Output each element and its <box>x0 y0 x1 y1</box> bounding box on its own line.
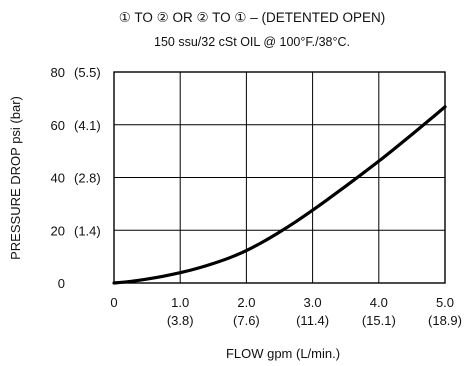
x-tick-label: 4.0 <box>370 295 388 310</box>
chart-subtitle: 150 ssu/32 cSt OIL @ 100°F./38°C. <box>154 35 350 49</box>
x-tick-sublabel: (7.6) <box>233 313 260 328</box>
x-tick-sublabel: (11.4) <box>296 313 329 328</box>
data-point <box>311 209 314 212</box>
x-tick-sublabel: (15.1) <box>362 313 396 328</box>
data-point <box>162 275 165 278</box>
data-point <box>228 256 231 259</box>
y-tick-label: 80 <box>51 65 65 80</box>
y-tick-label: 20 <box>51 223 65 238</box>
data-point <box>427 119 430 122</box>
data-point <box>245 249 248 252</box>
data-point <box>295 220 297 223</box>
data-point <box>377 160 380 163</box>
x-tick-label: 2.0 <box>237 295 255 310</box>
y-tick-label: 60 <box>51 118 65 133</box>
x-tick-sublabel: (18.9) <box>428 313 462 328</box>
data-point <box>344 185 347 188</box>
y-tick-sublabel: (5.5) <box>74 65 101 80</box>
x-tick-label: 1.0 <box>171 295 189 310</box>
data-point <box>113 282 115 284</box>
data-point <box>195 267 198 270</box>
series-layer <box>112 105 447 285</box>
pressure-drop-curve <box>112 105 447 285</box>
data-point <box>129 280 132 283</box>
x-tick-sublabel: (3.8) <box>167 313 194 328</box>
data-point <box>394 147 397 149</box>
y-tick-label: 40 <box>51 171 65 186</box>
chart-title: ① TO ② OR ② TO ① – (DETENTED OPEN) <box>119 10 385 25</box>
data-point <box>361 172 364 175</box>
x-tick-label: 0 <box>110 295 117 310</box>
x-tick-label: 3.0 <box>304 295 322 310</box>
y-tick-label: 0 <box>58 276 65 291</box>
data-point <box>146 278 149 280</box>
x-axis-label: FLOW gpm (L/min.) <box>226 346 340 361</box>
x-tick-label: 5.0 <box>436 295 454 310</box>
data-point <box>278 231 281 233</box>
data-point <box>411 133 413 136</box>
y-tick-sublabel: (4.1) <box>74 118 101 133</box>
y-tick-sublabel: (2.8) <box>74 171 101 186</box>
y-tick-sublabel: (1.4) <box>74 223 101 238</box>
y-axis-label: PRESSURE DROP psi (bar) <box>8 96 23 260</box>
data-point <box>212 262 215 265</box>
plot-frame <box>113 71 446 284</box>
data-point <box>444 105 446 108</box>
tick-labels: 0 1.0 (3.8) 2.0 (7.6) 3.0 (11.4) 4.0 (15.1) 5.0 (1… <box>51 65 462 328</box>
data-point <box>328 197 331 200</box>
grid-lines <box>114 72 445 283</box>
data-point <box>179 271 182 274</box>
data-point <box>262 240 264 243</box>
